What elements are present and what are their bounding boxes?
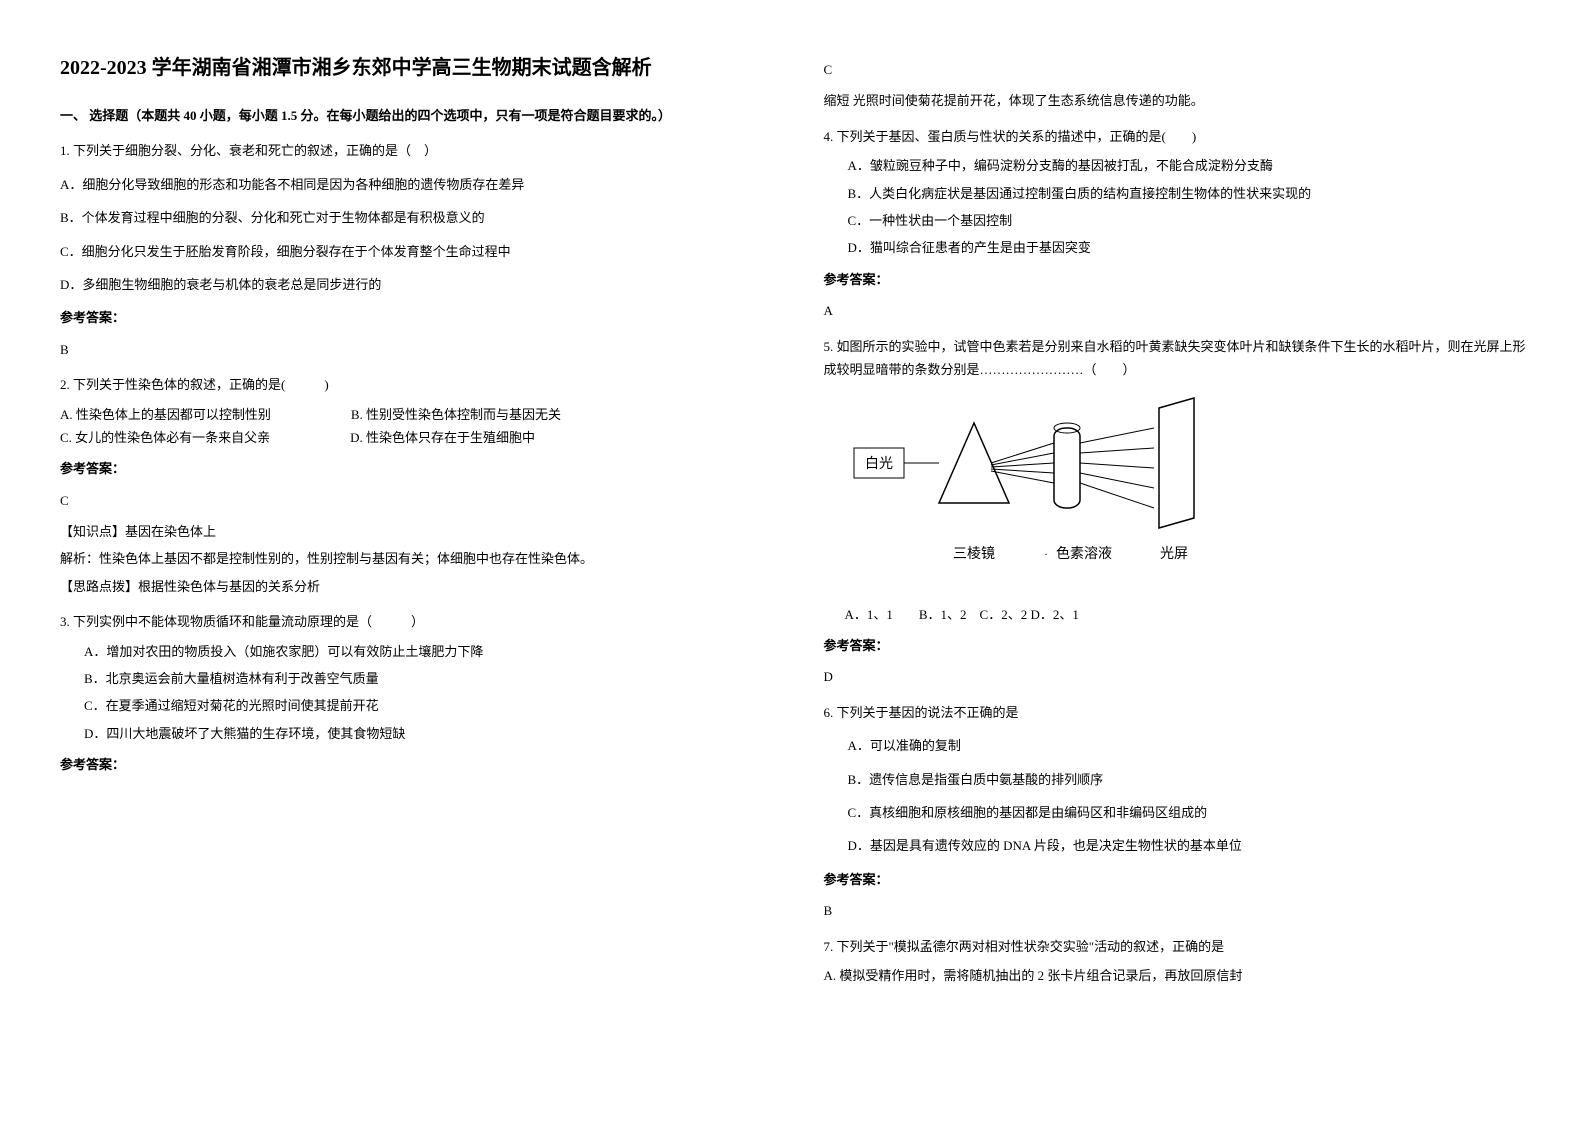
q5-diagram: 白光 — [844, 393, 1528, 590]
q3-stem: 3. 下列实例中不能体现物质循环和能量流动原理的是（ ） — [60, 610, 764, 633]
q4-answer: A — [824, 299, 1528, 322]
q1-option-a: A．细胞分化导致细胞的形态和功能各不相同是因为各种细胞的遗传物质存在差异 — [60, 173, 764, 196]
q4-option-b: B．人类白化病症状是基因通过控制蛋白质的结构直接控制生物体的性状来实现的 — [824, 182, 1528, 205]
q1-option-b: B．个体发育过程中细胞的分裂、分化和死亡对于生物体都是有积极意义的 — [60, 206, 764, 229]
q7-stem: 7. 下列关于"模拟孟德尔两对相对性状杂交实验"活动的叙述，正确的是 — [824, 935, 1528, 958]
prism-label: 三棱镜 — [953, 546, 995, 562]
q1-answer: B — [60, 338, 764, 361]
q3-answer: C — [824, 58, 1528, 81]
q7-option-a: A. 模拟受精作用时，需将随机抽出的 2 张卡片组合记录后，再放回原信封 — [824, 964, 1528, 987]
q4-stem: 4. 下列关于基因、蛋白质与性状的关系的描述中，正确的是( ) — [824, 125, 1528, 148]
q4-option-c: C．一种性状由一个基因控制 — [824, 209, 1528, 232]
q6-answer-label: 参考答案： — [824, 868, 1528, 891]
q4-option-d: D．猫叫综合征患者的产生是由于基因突变 — [824, 236, 1528, 259]
q6-stem: 6. 下列关于基因的说法不正确的是 — [824, 701, 1528, 724]
ray-8 — [1080, 463, 1154, 468]
q2-option-d: D. 性染色体只存在于生殖细胞中 — [350, 426, 535, 449]
ray-6 — [1080, 428, 1154, 443]
q4-answer-label: 参考答案： — [824, 268, 1528, 291]
q2-answer: C — [60, 489, 764, 512]
q6-option-b: B．遗传信息是指蛋白质中氨基酸的排列顺序 — [824, 768, 1528, 791]
question-2: 2. 下列关于性染色体的叙述，正确的是( ) A. 性染色体上的基因都可以控制性… — [60, 373, 764, 598]
tube-dot: · — [1044, 547, 1048, 561]
left-column: 2022-2023 学年湖南省湘潭市湘乡东郊中学高三生物期末试题含解析 一、 选… — [60, 50, 764, 1072]
ray-10 — [1080, 483, 1154, 508]
question-1: 1. 下列关于细胞分裂、分化、衰老和死亡的叙述，正确的是（ ） A．细胞分化导致… — [60, 139, 764, 361]
question-6: 6. 下列关于基因的说法不正确的是 A．可以准确的复制 B．遗传信息是指蛋白质中… — [824, 701, 1528, 923]
q6-option-d: D．基因是具有遗传效应的 DNA 片段，也是决定生物性状的基本单位 — [824, 834, 1528, 857]
q2-analysis: 解析：性染色体上基因不都是控制性别的，性别控制与基因有关；体细胞中也存在性染色体… — [60, 547, 764, 570]
q6-answer: B — [824, 899, 1528, 922]
light-label: 白光 — [865, 456, 893, 472]
q2-answer-label: 参考答案： — [60, 457, 764, 480]
question-7: 7. 下列关于"模拟孟德尔两对相对性状杂交实验"活动的叙述，正确的是 A. 模拟… — [824, 935, 1528, 988]
q2-point: 【知识点】基因在染色体上 — [60, 520, 764, 543]
q2-stem: 2. 下列关于性染色体的叙述，正确的是( ) — [60, 373, 764, 396]
tube-shape — [1054, 428, 1080, 508]
q3-analysis: 缩短 光照时间使菊花提前开花，体现了生态系统信息传递的功能。 — [824, 89, 1528, 112]
q4-option-a: A．皱粒豌豆种子中，编码淀粉分支酶的基因被打乱，不能合成淀粉分支酶 — [824, 154, 1528, 177]
q6-option-c: C．真核细胞和原核细胞的基因都是由编码区和非编码区组成的 — [824, 801, 1528, 824]
q5-answer: D — [824, 665, 1528, 688]
prism-shape — [939, 423, 1009, 503]
question-3: 3. 下列实例中不能体现物质循环和能量流动原理的是（ ） A．增加对农田的物质投… — [60, 610, 764, 776]
ray-1 — [991, 443, 1054, 463]
section-header: 一、 选择题（本题共 40 小题，每小题 1.5 分。在每小题给出的四个选项中，… — [60, 104, 764, 127]
q1-option-d: D．多细胞生物细胞的衰老与机体的衰老总是同步进行的 — [60, 273, 764, 296]
q6-option-a: A．可以准确的复制 — [824, 734, 1528, 757]
q3-answer-label: 参考答案： — [60, 753, 764, 776]
q5-stem: 5. 如图所示的实验中，试管中色素若是分别来自水稻的叶黄素缺失突变体叶片和缺镁条… — [824, 335, 1528, 382]
document-title: 2022-2023 学年湖南省湘潭市湘乡东郊中学高三生物期末试题含解析 — [60, 50, 764, 86]
q2-tip: 【思路点拨】根据性染色体与基因的关系分析 — [60, 575, 764, 598]
q1-stem: 1. 下列关于细胞分裂、分化、衰老和死亡的叙述，正确的是（ ） — [60, 139, 764, 162]
q2-option-a: A. 性染色体上的基因都可以控制性别 — [60, 403, 271, 426]
prism-experiment-diagram: 白光 — [844, 393, 1224, 583]
question-5: 5. 如图所示的实验中，试管中色素若是分别来自水稻的叶黄素缺失突变体叶片和缺镁条… — [824, 335, 1528, 689]
q5-options: A．1、1 B．1、2 C．2、2 D．2、1 — [832, 603, 1528, 626]
q1-answer-label: 参考答案： — [60, 306, 764, 329]
question-4: 4. 下列关于基因、蛋白质与性状的关系的描述中，正确的是( ) A．皱粒豌豆种子… — [824, 125, 1528, 323]
q3-option-c: C．在夏季通过缩短对菊花的光照时间使其提前开花 — [60, 694, 764, 717]
tube-label: 色素溶液 — [1056, 545, 1112, 562]
screen-label: 光屏 — [1160, 546, 1188, 562]
q3-option-b: B．北京奥运会前大量植树造林有利于改善空气质量 — [60, 667, 764, 690]
ray-7 — [1080, 448, 1154, 453]
screen-shape — [1159, 398, 1194, 528]
q3-option-a: A．增加对农田的物质投入（如施农家肥）可以有效防止土壤肥力下降 — [60, 640, 764, 663]
q2-option-c: C. 女儿的性染色体必有一条来自父亲 — [60, 426, 270, 449]
q2-option-b: B. 性别受性染色体控制而与基因无关 — [351, 403, 561, 426]
q1-option-c: C．细胞分化只发生于胚胎发育阶段，细胞分裂存在于个体发育整个生命过程中 — [60, 240, 764, 263]
q5-answer-label: 参考答案： — [824, 634, 1528, 657]
right-column: C 缩短 光照时间使菊花提前开花，体现了生态系统信息传递的功能。 4. 下列关于… — [824, 50, 1528, 1072]
ray-9 — [1080, 473, 1154, 488]
q3-option-d: D．四川大地震破坏了大熊猫的生存环境，使其食物短缺 — [60, 722, 764, 745]
